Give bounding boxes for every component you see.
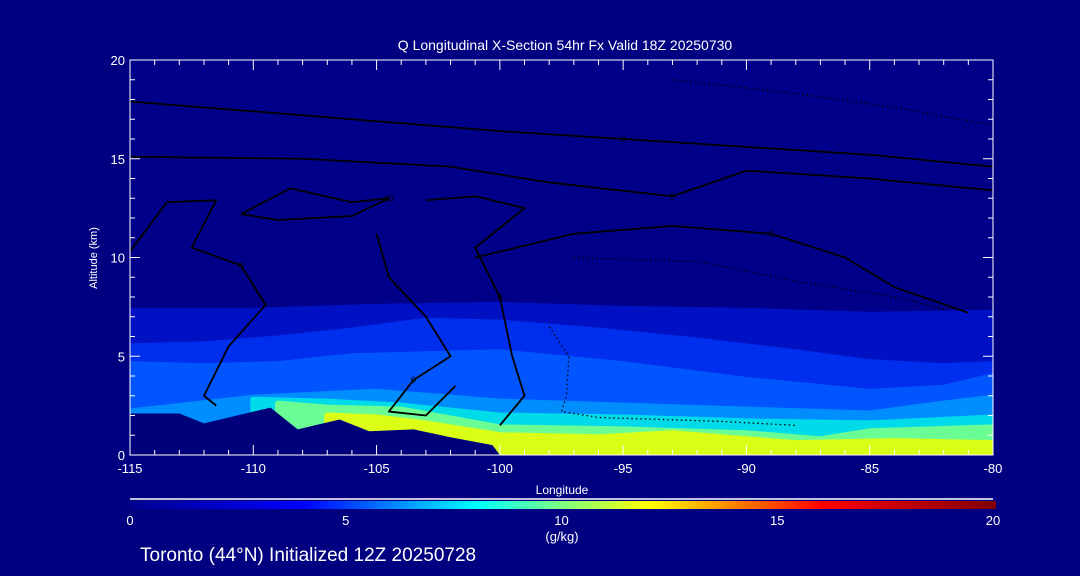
colorbar-tick-label: 15 [770, 513, 784, 528]
contour-label: 10 [384, 193, 394, 203]
contour-line [425, 195, 526, 426]
y-tick-label: 0 [118, 448, 125, 463]
colorbar-tick-label: 10 [554, 513, 568, 528]
colorbar-tick-label: 20 [986, 513, 1000, 528]
terrain [130, 407, 500, 455]
contour-line [573, 256, 944, 310]
contour-line [130, 100, 993, 168]
contour-label: 0 [670, 191, 675, 201]
field-layer: 0 0 0 10 0 0 0 [130, 60, 993, 455]
x-tick-label: -105 [364, 461, 390, 476]
y-tick-label: 20 [111, 53, 125, 68]
x-tick-label: -85 [860, 461, 879, 476]
colorbar [130, 501, 996, 509]
axes: -115 -110 -105 -100 -95 -90 -85 -80 0 5 10 15 20 [111, 53, 1003, 476]
plot-area: 0 0 0 10 0 0 0 [130, 60, 993, 455]
x-axis-label: Longitude [536, 483, 589, 497]
x-tick-label: -100 [487, 461, 513, 476]
colorbar-tick-label: 5 [342, 513, 349, 528]
contour-label: 0 [238, 260, 243, 270]
moisture-region-q12 [324, 412, 993, 455]
contour-label: 0 [497, 292, 502, 302]
contour-label: 0 [621, 134, 626, 144]
colorbar-label: (g/kg) [545, 529, 578, 544]
x-tick-label: -95 [614, 461, 633, 476]
footer-caption: Toronto (44°N) Initialized 12Z 20250728 [140, 545, 476, 566]
x-tick-label: -115 [117, 461, 142, 476]
contour-line [240, 187, 390, 221]
x-tick-label: -110 [241, 461, 266, 476]
contour-line [130, 199, 267, 407]
contour-line [474, 224, 969, 314]
contour-label: 0 [769, 229, 774, 239]
y-tick-label: 15 [111, 152, 125, 167]
y-axis-label: Altitude (km) [88, 227, 100, 289]
x-tick-label: -80 [984, 461, 1003, 476]
colorbar-tick-label: 0 [126, 513, 133, 528]
contour-line [548, 326, 796, 427]
chart-title: Q Longitudinal X-Section 54hr Fx Valid 1… [398, 37, 733, 53]
contour-line [130, 155, 993, 198]
colorbar-ticks: 0 5 10 15 20 [126, 513, 1000, 528]
contour-line [375, 233, 457, 417]
y-tick-label: 10 [111, 251, 125, 266]
y-tick-label: 5 [118, 349, 125, 364]
contour-label: 0 [411, 375, 416, 385]
x-tick-label: -90 [737, 461, 756, 476]
